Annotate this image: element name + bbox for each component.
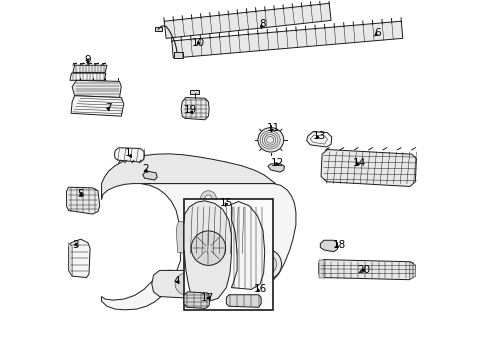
Polygon shape	[172, 21, 403, 58]
Text: 6: 6	[374, 28, 381, 38]
Polygon shape	[164, 3, 331, 39]
Polygon shape	[143, 171, 157, 180]
Polygon shape	[409, 262, 416, 280]
Circle shape	[200, 191, 216, 207]
Polygon shape	[101, 154, 275, 200]
Text: 1: 1	[125, 148, 132, 158]
Polygon shape	[176, 221, 188, 253]
Text: 11: 11	[267, 123, 280, 133]
Polygon shape	[73, 65, 107, 72]
Circle shape	[205, 195, 212, 202]
Polygon shape	[72, 80, 122, 98]
FancyBboxPatch shape	[191, 90, 199, 94]
Text: 13: 13	[313, 131, 326, 141]
Text: 14: 14	[353, 158, 367, 168]
Text: 18: 18	[332, 240, 345, 250]
FancyBboxPatch shape	[174, 51, 183, 58]
Polygon shape	[152, 270, 216, 299]
Polygon shape	[321, 149, 416, 186]
Text: 12: 12	[270, 158, 284, 168]
Polygon shape	[184, 201, 231, 301]
Text: 3: 3	[73, 239, 79, 249]
Polygon shape	[307, 132, 332, 147]
Polygon shape	[231, 202, 265, 289]
Polygon shape	[268, 164, 285, 172]
Polygon shape	[184, 292, 210, 309]
Text: 7: 7	[105, 103, 111, 113]
Polygon shape	[67, 187, 100, 214]
Ellipse shape	[258, 128, 284, 152]
Polygon shape	[69, 239, 90, 278]
Polygon shape	[319, 260, 324, 278]
Text: 9: 9	[84, 55, 91, 65]
Circle shape	[175, 273, 196, 295]
Polygon shape	[101, 184, 296, 310]
Text: 8: 8	[259, 19, 266, 29]
Polygon shape	[319, 260, 416, 280]
Polygon shape	[226, 295, 261, 307]
Polygon shape	[69, 243, 72, 276]
Polygon shape	[320, 240, 338, 252]
Polygon shape	[71, 96, 124, 116]
FancyBboxPatch shape	[184, 199, 273, 310]
Circle shape	[251, 249, 282, 279]
Circle shape	[256, 254, 276, 274]
Text: 4: 4	[173, 276, 180, 286]
Text: 5: 5	[77, 189, 84, 199]
Polygon shape	[245, 220, 262, 255]
Polygon shape	[181, 98, 209, 120]
Text: 2: 2	[142, 164, 148, 174]
Polygon shape	[115, 148, 145, 162]
Text: 17: 17	[201, 293, 214, 303]
Circle shape	[191, 231, 225, 265]
FancyBboxPatch shape	[155, 27, 162, 31]
Text: 19: 19	[184, 105, 197, 115]
Text: 10: 10	[192, 38, 205, 48]
Text: 15: 15	[220, 198, 233, 208]
Polygon shape	[187, 206, 245, 256]
Polygon shape	[70, 73, 106, 80]
Text: 16: 16	[253, 284, 267, 294]
Text: 20: 20	[357, 265, 370, 275]
